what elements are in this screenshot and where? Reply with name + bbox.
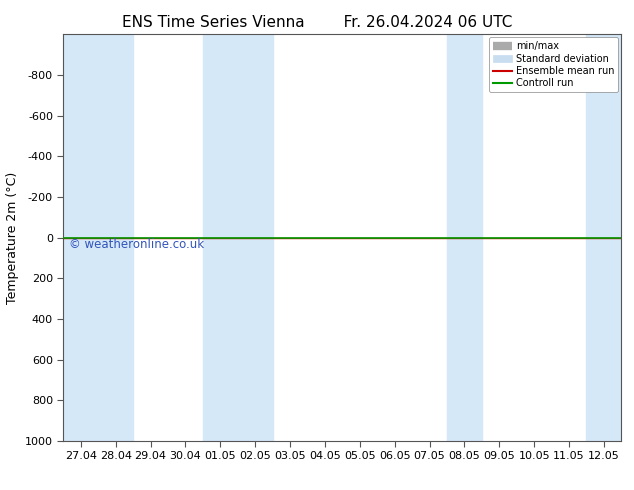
Bar xyxy=(98,34,133,441)
Text: ENS Time Series Vienna        Fr. 26.04.2024 06 UTC: ENS Time Series Vienna Fr. 26.04.2024 06… xyxy=(122,15,512,30)
Text: © weatheronline.co.uk: © weatheronline.co.uk xyxy=(69,238,204,251)
Bar xyxy=(238,34,273,441)
Bar xyxy=(203,34,238,441)
Bar xyxy=(63,34,98,441)
Legend: min/max, Standard deviation, Ensemble mean run, Controll run: min/max, Standard deviation, Ensemble me… xyxy=(489,37,618,92)
Bar xyxy=(586,34,621,441)
Y-axis label: Temperature 2m (°C): Temperature 2m (°C) xyxy=(6,172,20,304)
Bar xyxy=(447,34,482,441)
